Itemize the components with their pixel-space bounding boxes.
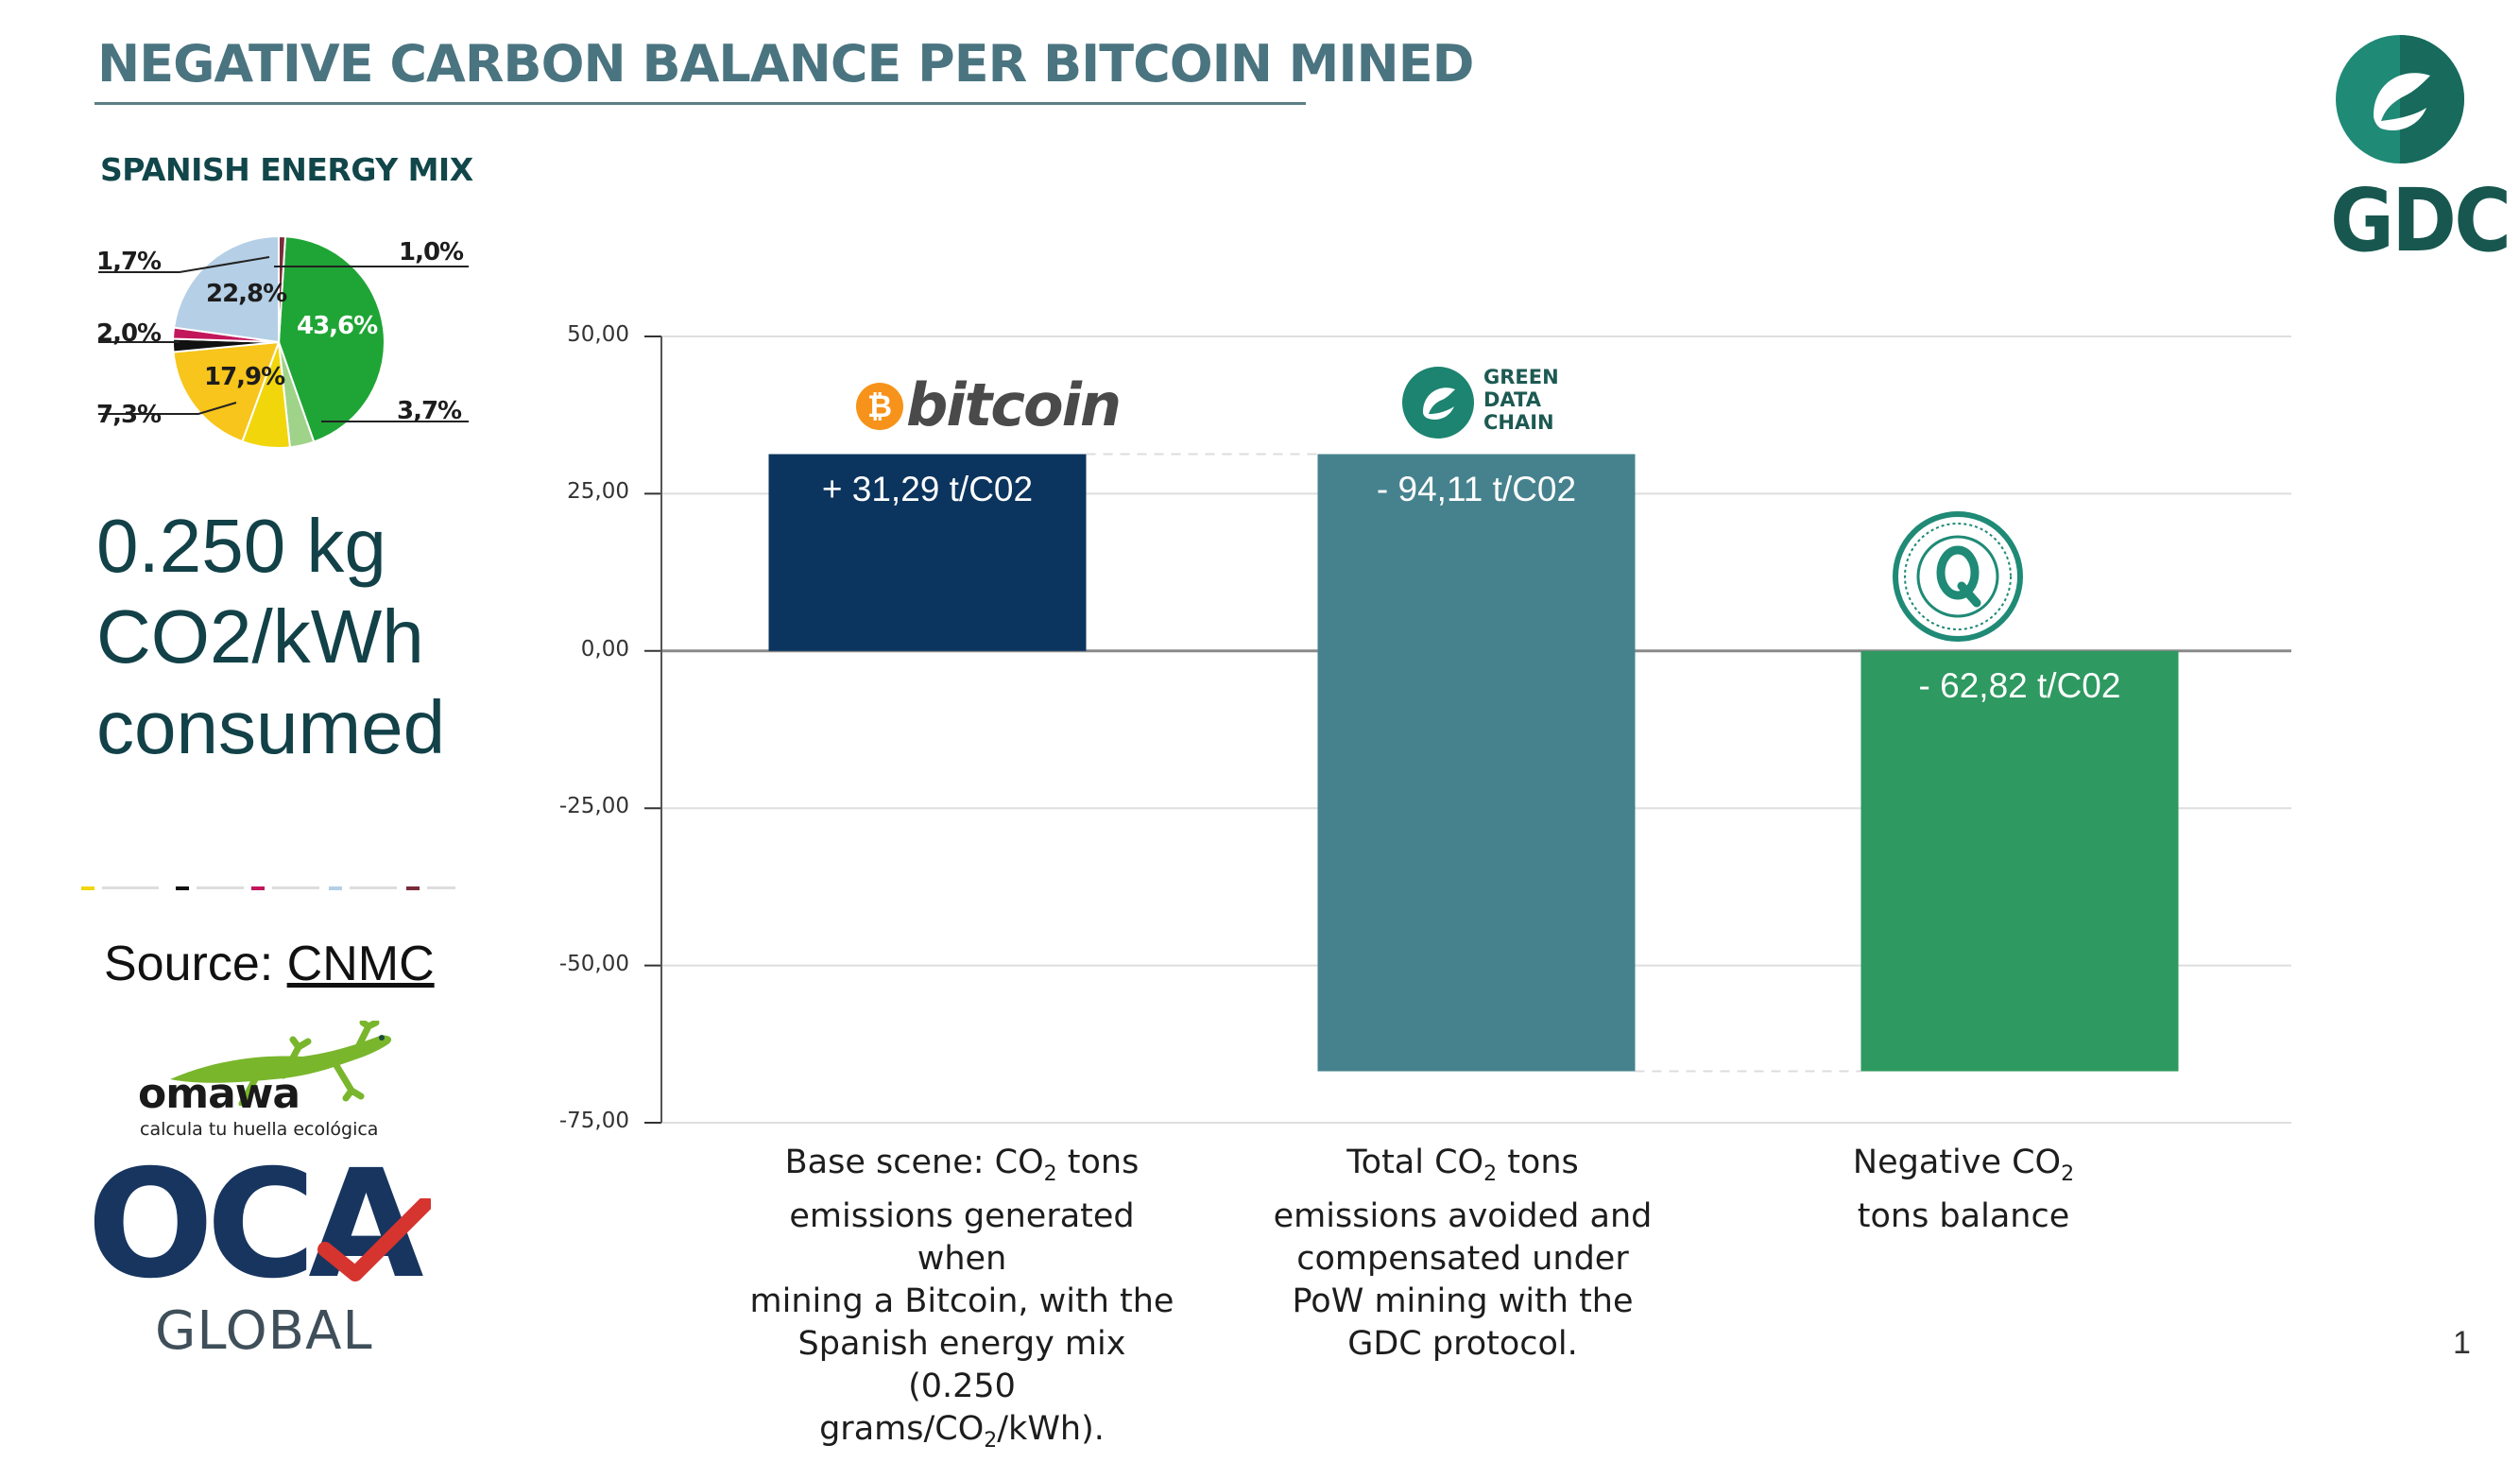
gdc-chain-line-1: GREEN [1483, 366, 1559, 388]
energy-mix-pie [98, 234, 469, 449]
bar-value-label-1: - 94,11 t/C02 [1376, 469, 1577, 508]
caption-base-scene: Base scene: CO2 tons emissions generated… [749, 1144, 1174, 1453]
pie-slice-6 [172, 234, 280, 344]
oca-subtitle: GLOBAL [155, 1300, 373, 1362]
pie-label-22-8: 22,8% [206, 280, 287, 308]
title-divider [94, 102, 1306, 105]
pie-legend-strip [81, 886, 459, 890]
source-link-cnmc[interactable]: CNMC [286, 937, 435, 991]
pie-label-2-0: 2,0% [96, 319, 162, 348]
checkmark-icon [317, 1198, 431, 1281]
green-data-chain-logo: GREEN DATA CHAIN [1400, 365, 1559, 440]
stat-line-2: CO2/kWh [96, 594, 424, 679]
gdc-chain-line-2: DATA [1483, 388, 1542, 411]
bar-2 [1860, 650, 2179, 1072]
caption-total-avoided: Total CO2 tons emissions avoided and com… [1273, 1144, 1653, 1363]
pie-label-3-7: 3,7% [397, 397, 462, 425]
pie-label-7-3: 7,3% [96, 401, 162, 429]
y-tick-label: -75,00 [558, 1109, 629, 1133]
page-title: NEGATIVE CARBON BALANCE PER BITCOIN MINE… [97, 34, 1474, 94]
y-tick-label: 25,00 [567, 479, 629, 505]
emission-factor-stat: 0.250 kg CO2/kWh consumed [96, 501, 493, 773]
negative-carbon-seal-icon [1893, 511, 2023, 642]
oca-global-logo: OCA GLOBAL [87, 1138, 446, 1365]
pie-slice-7 [278, 234, 287, 343]
pie-slice-3 [172, 340, 281, 443]
y-tick-label: 50,00 [567, 322, 629, 347]
source-line: Source: CNMC [104, 936, 435, 992]
stat-line-1: 0.250 kg [96, 504, 386, 588]
bar-1 [1317, 454, 1636, 1072]
y-tick-label: -25,00 [558, 794, 629, 819]
gdc-chain-line-3: CHAIN [1483, 411, 1554, 434]
pie-label-43-6: 43,6% [297, 312, 378, 340]
pie-label-17-9: 17,9% [204, 363, 285, 391]
y-tick-label: -50,00 [558, 951, 629, 976]
co2-balance-bar-chart [644, 335, 2291, 1124]
bar-value-label-0: + 31,29 t/C02 [821, 469, 1034, 508]
omawa-logo: omawa calcula tu huella ecológica [132, 1021, 416, 1144]
pie-label-1-0: 1,0% [399, 238, 464, 267]
omawa-wordmark: omawa [138, 1070, 300, 1118]
gdc-leaf-icon [2336, 35, 2464, 163]
lizard-icon [170, 1021, 392, 1106]
svg-text:₿: ₿ [867, 388, 892, 424]
bar-0 [768, 454, 1087, 651]
caption-negative-balance: Negative CO2 tons balance [1852, 1144, 2075, 1235]
bitcoin-wordmark: bitcoin [906, 370, 1122, 439]
energy-mix-heading: SPANISH ENERGY MIX [100, 151, 473, 188]
stat-line-3: consumed [96, 685, 446, 769]
omawa-tagline: calcula tu huella ecológica [140, 1119, 379, 1140]
green-data-chain-icon [1402, 367, 1474, 439]
page-number: 1 [2453, 1325, 2471, 1361]
bitcoin-logo: ₿ bitcoin [855, 370, 1122, 442]
bitcoin-icon: ₿ [856, 383, 903, 430]
gdc-logo-text: GDC [2330, 170, 2511, 271]
oca-wordmark: OCA [87, 1138, 424, 1312]
source-prefix: Source: [104, 937, 287, 991]
bar-value-label-2: - 62,82 t/C02 [1918, 665, 2121, 705]
y-tick-label: 0,00 [580, 636, 629, 662]
pie-label-1-7: 1,7% [96, 248, 162, 276]
gdc-logo: GDC [2324, 28, 2511, 274]
pie-slice-0 [277, 235, 386, 443]
